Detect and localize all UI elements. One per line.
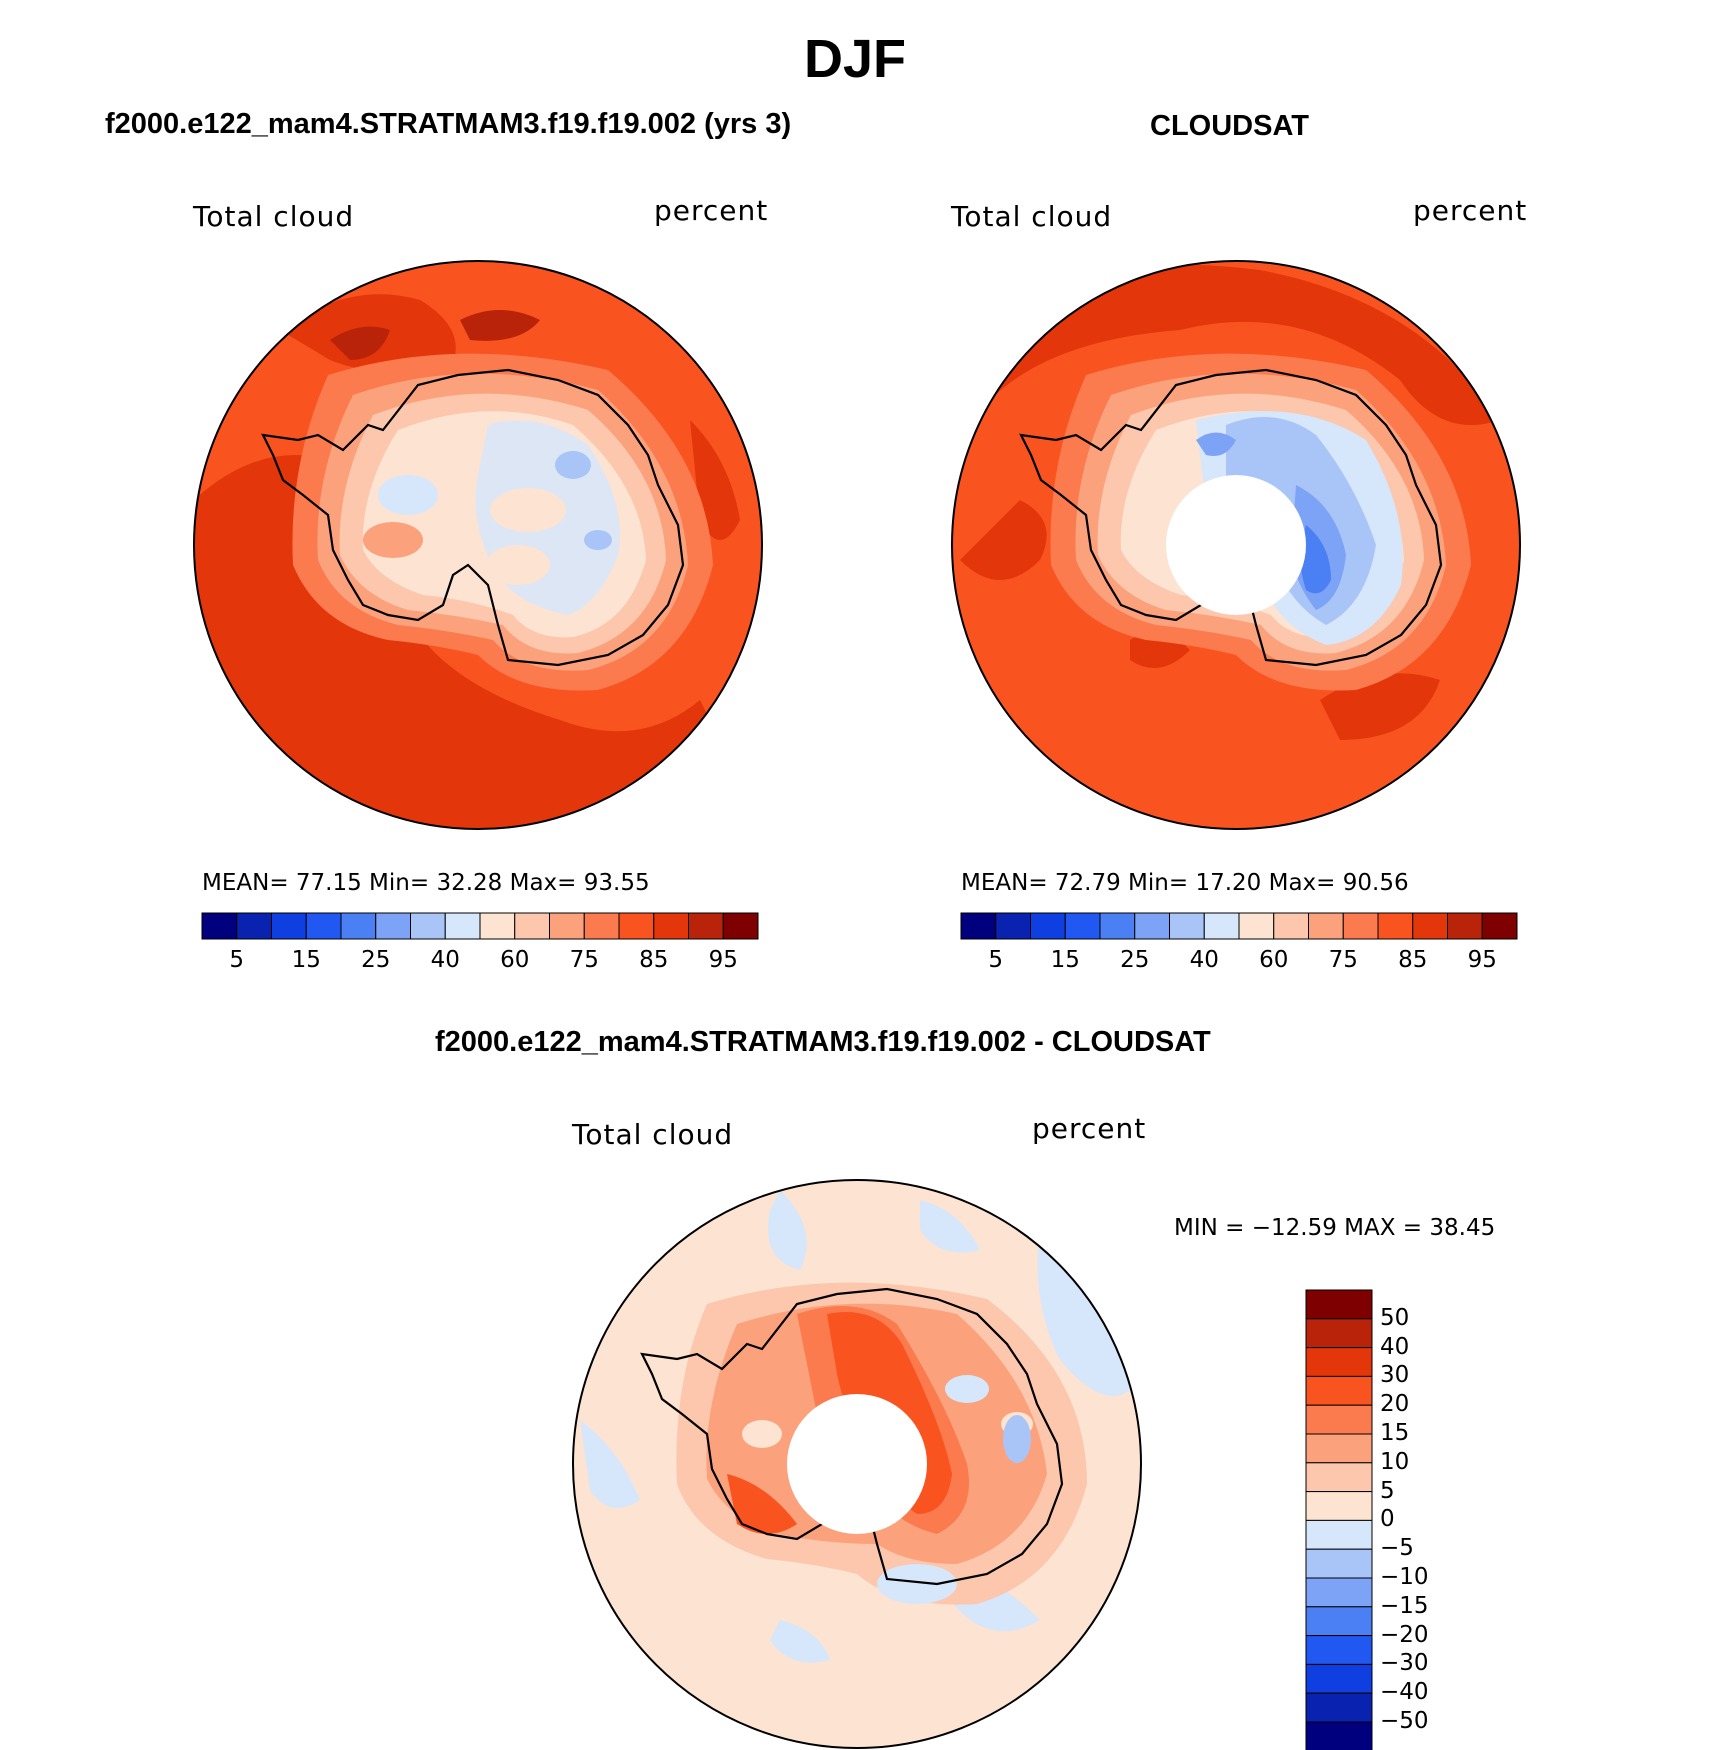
panel1-colorbar-swatch: [479, 912, 516, 940]
panel3-colorbar-tick-label: 50: [1380, 1304, 1410, 1331]
panel1-colorbar-tick-label: 75: [569, 947, 599, 973]
panel2-colorbar-swatch: [1273, 912, 1309, 940]
panel2-colorbar-tick-label: 40: [1189, 947, 1219, 973]
panel3-colorbar-swatch: [1305, 1635, 1373, 1665]
panel2-colorbar-tick-label: 25: [1120, 947, 1150, 973]
panel3-colorbar-tick-label: −15: [1380, 1592, 1429, 1619]
panel3-colorbar-swatch: [1305, 1347, 1373, 1377]
panel1-colorbar-tick-label: 15: [291, 947, 321, 973]
figure-title: DJF: [803, 29, 906, 89]
panel2-colorbar-swatch: [1169, 912, 1205, 940]
panel1-colorbar-swatch: [653, 912, 689, 940]
panel1-colorbar-swatch: [688, 912, 724, 940]
panel2-colorbar-swatch: [1447, 912, 1483, 940]
panel1-colorbar-swatch: [618, 912, 655, 940]
panel3-colorbar-swatch: [1305, 1577, 1373, 1608]
panel3-map: [572, 1179, 1142, 1749]
panel1-colorbar-tick-label: 25: [361, 947, 391, 973]
panel3-colorbar-swatch: [1305, 1519, 1373, 1550]
panel3-colorbar-swatch: [1305, 1318, 1373, 1349]
panel2-colorbar-tick-label: 85: [1398, 947, 1428, 973]
panel2-colorbar-tick-label: 15: [1050, 947, 1080, 973]
panel1-colorbar-swatch: [722, 912, 759, 940]
panel3-right-label: percent: [1032, 1112, 1147, 1145]
panel3-colorbar-tick-label: 30: [1380, 1362, 1410, 1389]
panel1-colorbar-swatch: [583, 912, 620, 940]
panel2-colorbar-swatch: [1064, 912, 1101, 940]
panel1-colorbar-swatch: [410, 912, 446, 940]
panel3-colorbar-tick-label: 15: [1380, 1420, 1410, 1446]
panel1-right-label: percent: [654, 194, 769, 227]
panel2-right-label: percent: [1413, 194, 1528, 227]
panel3-colorbar-swatch: [1305, 1404, 1373, 1435]
panel1-colorbar-swatch: [305, 912, 342, 940]
panel1-colorbar-swatch: [375, 912, 411, 940]
panel2-title: CLOUDSAT: [1150, 110, 1309, 142]
panel1-colorbar-tick-label: 5: [229, 947, 245, 973]
panel2-colorbar-tick-label: 5: [988, 947, 1004, 973]
panel3-colorbar-swatch: [1305, 1692, 1373, 1723]
panel3-colorbar-tick-label: 5: [1380, 1477, 1395, 1504]
panel3-colorbar-swatch: [1305, 1433, 1373, 1464]
panel3-colorbar-tick-label: −20: [1380, 1621, 1429, 1648]
panel1-colorbar-tick-label: 60: [500, 947, 530, 973]
panel2-colorbar-swatch: [995, 912, 1031, 940]
panel2-colorbar-swatch: [1134, 912, 1170, 940]
panel3-stats: MIN = −12.59 MAX = 38.45: [1174, 1215, 1496, 1241]
panel3-colorbar-tick-label: 0: [1380, 1506, 1395, 1533]
panel2-colorbar-swatch: [1481, 912, 1518, 940]
panel3-colorbar-swatch: [1305, 1721, 1373, 1750]
panel3-colorbar-swatch: [1305, 1289, 1373, 1320]
panel1-colorbar-swatch: [549, 912, 585, 940]
panel2-colorbar-swatch: [1238, 912, 1275, 940]
panel2-colorbar-swatch: [1099, 912, 1136, 940]
panel3-colorbar-tick-label: −5: [1380, 1535, 1414, 1562]
panel1-colorbar-tick-label: 95: [708, 947, 738, 973]
panel1-map: [193, 260, 763, 830]
panel3-colorbar-swatch: [1305, 1462, 1373, 1493]
panel3-colorbar-tick-label: −50: [1380, 1708, 1429, 1734]
panel2-colorbar-swatch: [1377, 912, 1414, 940]
panel3-colorbar-tick-label: 20: [1380, 1391, 1410, 1418]
panel2-colorbar-swatch: [1342, 912, 1379, 940]
panel3-left-label: Total cloud: [572, 1118, 734, 1151]
panel2-map: [951, 260, 1521, 830]
panel3-colorbar-swatch: [1305, 1375, 1373, 1406]
panel2-stats: MEAN= 72.79 Min= 17.20 Max= 90.56: [961, 870, 1409, 896]
panel1-stats: MEAN= 77.15 Min= 32.28 Max= 93.55: [202, 870, 650, 896]
panel2-colorbar-tick-label: 60: [1259, 947, 1289, 973]
panel3-colorbar-tick-label: −10: [1380, 1564, 1429, 1590]
panel2-left-label: Total cloud: [951, 200, 1113, 233]
panel2-colorbar-swatch: [1412, 912, 1448, 940]
panel3-colorbar-swatch: [1305, 1663, 1373, 1694]
panel1-colorbar-swatch: [340, 912, 377, 940]
panel1-colorbar-swatch: [201, 912, 238, 940]
panel3-title: f2000.e122_mam4.STRATMAM3.f19.f19.002 - …: [435, 1026, 1211, 1058]
panel1-colorbar-swatch: [444, 912, 481, 940]
panel3-colorbar-tick-label: −30: [1380, 1650, 1429, 1677]
panel1-title: f2000.e122_mam4.STRATMAM3.f19.f19.002 (y…: [105, 108, 792, 140]
panel2-colorbar-swatch: [960, 912, 997, 940]
panel2-colorbar-swatch: [1308, 912, 1344, 940]
panel1-colorbar-tick-label: 85: [639, 947, 669, 973]
panel1-colorbar-swatch: [236, 912, 272, 940]
panel1-colorbar-swatch: [271, 912, 307, 940]
panel3-colorbar-swatch: [1305, 1548, 1373, 1579]
panel2-colorbar: [960, 912, 1518, 940]
panel2-colorbar-swatch: [1030, 912, 1066, 940]
panel3-colorbar-swatch: [1305, 1606, 1373, 1637]
panel1-colorbar: [201, 912, 759, 940]
panel2-colorbar-tick-label: 95: [1467, 947, 1497, 973]
panel1-colorbar-tick-label: 40: [430, 947, 460, 973]
panel3-colorbar-tick-label: 10: [1380, 1448, 1410, 1475]
panel3-colorbar: [1305, 1289, 1373, 1750]
panel3-colorbar-swatch: [1305, 1491, 1373, 1521]
panel2-colorbar-tick-label: 75: [1328, 947, 1358, 973]
panel3-colorbar-tick-label: 40: [1380, 1333, 1410, 1360]
panel2-colorbar-swatch: [1203, 912, 1240, 940]
panel1-colorbar-swatch: [514, 912, 550, 940]
panel1-left-label: Total cloud: [193, 200, 355, 233]
panel3-colorbar-tick-label: −40: [1380, 1679, 1429, 1706]
